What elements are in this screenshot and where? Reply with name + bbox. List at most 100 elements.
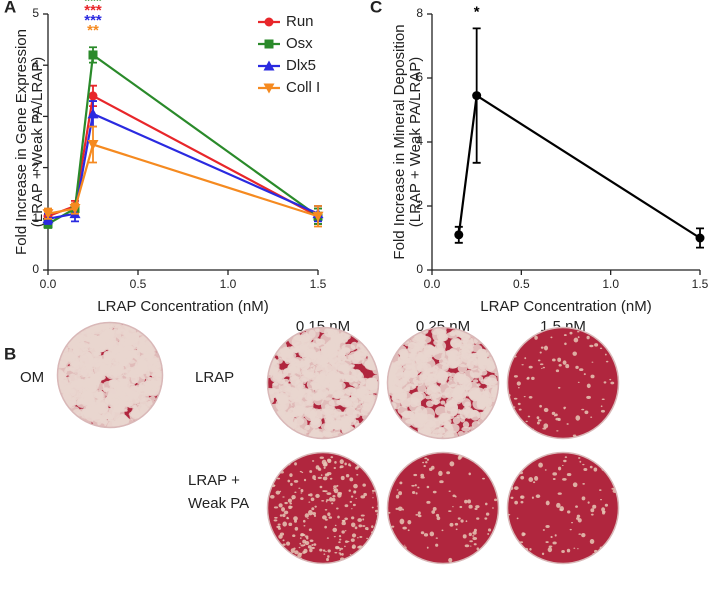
- dish-spot: [594, 343, 599, 347]
- dish-spot: [576, 548, 579, 550]
- dish-spot: [417, 486, 420, 489]
- dish-spot: [359, 535, 363, 538]
- dish-spot: [562, 478, 567, 481]
- dish-spot: [357, 545, 362, 549]
- dish-spot: [307, 545, 312, 549]
- dish-spot: [454, 371, 467, 381]
- dish-spot: [343, 417, 349, 422]
- dish-spot: [282, 496, 285, 498]
- dish-spot: [324, 490, 328, 493]
- dish-spot: [117, 416, 130, 424]
- dish-spot: [315, 350, 330, 361]
- dish-spot: [349, 477, 354, 482]
- dish-spot: [603, 381, 607, 384]
- dish-spot: [304, 513, 309, 518]
- dish-spot: [573, 547, 576, 549]
- dish-spot: [590, 374, 595, 379]
- dish-spot: [459, 505, 463, 509]
- panel-label: A: [4, 0, 16, 16]
- dish-spot: [417, 514, 422, 518]
- dish-spot: [344, 545, 346, 548]
- dish-spot: [152, 358, 158, 361]
- dish-spot: [310, 364, 316, 371]
- dish-spot: [354, 354, 361, 361]
- dish-spot: [324, 410, 329, 415]
- dish-spot: [423, 465, 426, 468]
- dish-spot: [109, 324, 115, 330]
- dish-spot: [313, 478, 317, 481]
- dish-spot: [413, 473, 418, 477]
- dish-spot: [590, 416, 593, 418]
- y-axis-label: Fold Increase in Gene Expression: [13, 29, 30, 255]
- dish-spot: [335, 507, 339, 510]
- dish-spot: [471, 372, 481, 378]
- x-axis-label: LRAP Concentration (nM): [97, 298, 268, 315]
- annotation: ***: [84, 2, 102, 19]
- dish-spot: [449, 522, 454, 527]
- dish-spot: [468, 532, 472, 537]
- dish-spot: [324, 373, 339, 388]
- dish-spot: [324, 431, 332, 437]
- dish-spot: [534, 476, 539, 481]
- dish-spot: [332, 488, 335, 490]
- dish-spot: [601, 507, 606, 512]
- dish-spot: [398, 491, 403, 496]
- dish-spot: [321, 499, 325, 502]
- dish-spot: [424, 370, 430, 375]
- dish-spot: [300, 489, 304, 493]
- dish-spot: [272, 381, 281, 391]
- dish-spot: [590, 513, 594, 516]
- dish-spot: [438, 470, 443, 477]
- dish-spot: [395, 360, 406, 366]
- dish-spot: [108, 329, 115, 337]
- dish-spot: [299, 537, 302, 540]
- dish-spot: [524, 357, 527, 360]
- dish-spot: [604, 353, 607, 356]
- dish-spot: [517, 402, 521, 406]
- dish-spot: [339, 538, 342, 541]
- dish-spot: [539, 404, 542, 408]
- dish-spot: [338, 535, 342, 538]
- y-axis-label: (LRAP + Weak PA/LRAP): [29, 57, 46, 228]
- dish-spot: [425, 461, 428, 464]
- dish-spot: [528, 477, 534, 483]
- dish-spot: [312, 427, 320, 434]
- dish-spot: [294, 526, 299, 531]
- dish-spot: [299, 552, 303, 555]
- dish-spot: [438, 357, 448, 365]
- dish-spot: [420, 473, 425, 478]
- dish-spot: [335, 546, 340, 550]
- dish-spot: [532, 481, 536, 484]
- dish-spot: [332, 527, 338, 533]
- dish-spot: [341, 411, 347, 415]
- dish-spot: [423, 533, 429, 537]
- dish-spot: [328, 516, 333, 519]
- dish-spot: [277, 410, 282, 416]
- dish-spot: [417, 384, 427, 394]
- dish-spot: [520, 495, 523, 498]
- marker: [472, 91, 482, 101]
- dish-spot: [583, 373, 586, 376]
- dish-spot: [303, 478, 307, 482]
- dish-spot: [329, 353, 342, 368]
- dish-spot: [472, 535, 475, 537]
- dish-spot: [368, 401, 375, 409]
- y-tick-label: 0: [32, 262, 39, 276]
- dish-spot: [341, 553, 344, 556]
- dish-spot: [462, 421, 470, 429]
- dish-spot: [563, 459, 567, 463]
- dish-spot: [324, 508, 328, 511]
- y-tick-label: 1: [32, 211, 39, 225]
- dish-spot: [93, 362, 107, 377]
- dish-spot: [274, 516, 278, 519]
- dish-spot: [290, 482, 293, 486]
- dish-spot: [324, 518, 328, 521]
- dish-spot: [468, 472, 471, 476]
- dish-spot: [400, 392, 406, 398]
- legend-marker: [264, 17, 274, 27]
- dish-spot: [322, 515, 327, 520]
- dish-spot: [298, 546, 301, 549]
- dish-spot: [105, 388, 118, 399]
- dish-spot: [388, 511, 391, 514]
- marker: [454, 230, 464, 240]
